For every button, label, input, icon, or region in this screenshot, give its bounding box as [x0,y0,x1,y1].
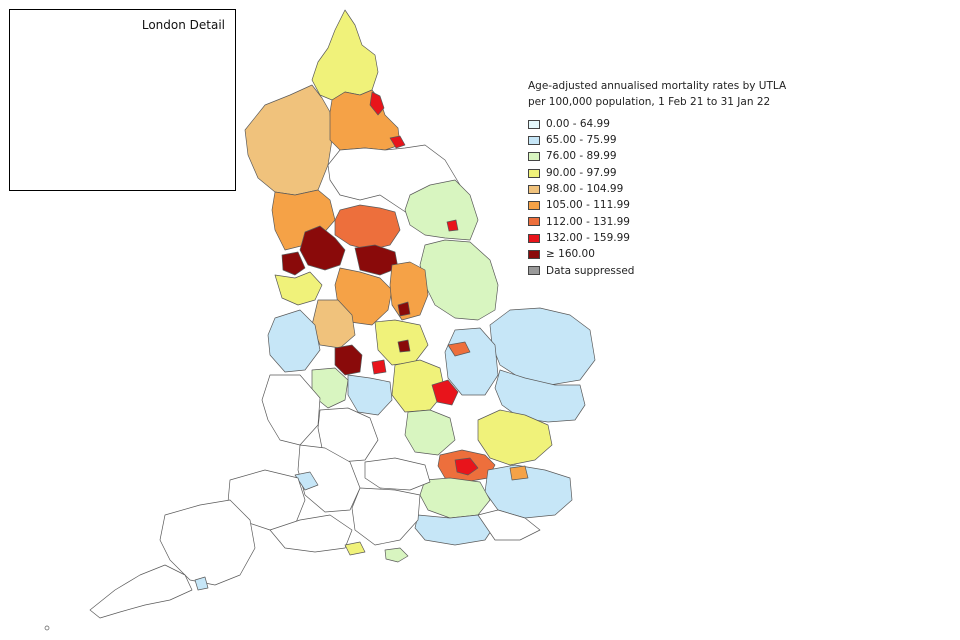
region-bournemouth [344,541,366,556]
region-suffolk [494,369,586,423]
legend-item: 90.00 - 97.99 [528,165,786,181]
region-lincolnshire [419,239,499,321]
region-northumberland [311,9,379,101]
region-devon [159,499,256,586]
region-surrey [419,477,491,519]
region-bristol [294,471,319,491]
region-hull [446,219,459,232]
legend-label: 112.00 - 131.99 [546,215,630,228]
region-leicester [397,339,411,353]
region-plymouth [194,576,209,591]
legend-swatch [528,201,540,211]
region-coventry [371,359,387,375]
region-derbyshire [334,267,393,326]
inset-title: London Detail [141,18,225,32]
region-dorset [269,514,353,553]
region-shropshire [267,309,321,373]
legend-swatch [528,152,540,162]
region-peterborough [447,341,471,357]
legend-label: 98.00 - 104.99 [546,183,624,196]
region-norfolk [489,307,596,386]
region-oxfordshire [317,407,379,463]
region-greater-manchester [299,225,346,271]
legend-title: Age-adjusted annualised mortality rates … [528,78,786,110]
legend-label: 0.00 - 64.99 [546,117,610,130]
legend-swatch [528,119,540,129]
region-essex [477,409,553,466]
london-inset-frame: London Detail [9,9,236,191]
region-merseyside [281,251,306,276]
region-east-yorkshire [404,179,479,241]
region-warwickshire [347,374,393,416]
legend-item: 112.00 - 131.99 [528,214,786,230]
legend-item: 76.00 - 89.99 [528,149,786,165]
region-gloucestershire [261,374,321,446]
region-milton-keynes [431,379,459,406]
legend: Age-adjusted annualised mortality rates … [528,78,786,279]
region-berkshire [364,457,431,491]
region-bedfordshire [404,409,456,456]
legend-label: 90.00 - 97.99 [546,166,617,179]
region-west-yorkshire [334,204,401,251]
region-cambridgeshire [444,327,499,396]
legend-item: 132.00 - 159.99 [528,230,786,246]
legend-label: 105.00 - 111.99 [546,199,630,212]
region-nottingham [397,301,411,317]
legend-title-line1: Age-adjusted annualised mortality rates … [528,80,787,92]
region-isle-of-wight [384,547,409,563]
legend-item: 65.00 - 75.99 [528,132,786,148]
region-durham [329,89,401,151]
region-kent [484,464,573,519]
region-east-sussex [477,509,541,541]
legend-swatch [528,250,540,260]
legend-title-line2: per 100,000 population, 1 Feb 21 to 31 J… [528,96,771,108]
legend-label: 76.00 - 89.99 [546,150,617,163]
legend-item: 105.00 - 111.99 [528,197,786,213]
legend-swatch [528,266,540,276]
legend-swatch [528,217,540,227]
region-medway [509,465,529,481]
region-cornwall [89,564,193,619]
legend-item: Data suppressed [528,263,786,279]
region-west-sussex [414,514,496,546]
legend-swatch [528,233,540,243]
legend-item: ≥ 160.00 [528,246,786,262]
legend-item: 0.00 - 64.99 [528,116,786,132]
legend-swatch [528,184,540,194]
region-isles-of-scilly [44,625,50,631]
legend-label: Data suppressed [546,264,635,277]
legend-label: 65.00 - 75.99 [546,134,617,147]
legend-item: 98.00 - 104.99 [528,181,786,197]
region-tyneside [369,91,385,116]
legend-swatch [528,168,540,178]
legend-label: ≥ 160.00 [546,248,595,261]
legend-label: 132.00 - 159.99 [546,231,630,244]
legend-swatch [528,135,540,145]
region-hampshire [351,487,421,546]
region-london-core [454,457,479,476]
region-cumbria [244,84,333,196]
region-cheshire [274,271,323,306]
region-west-midlands [334,344,363,376]
region-teesside [389,135,406,149]
